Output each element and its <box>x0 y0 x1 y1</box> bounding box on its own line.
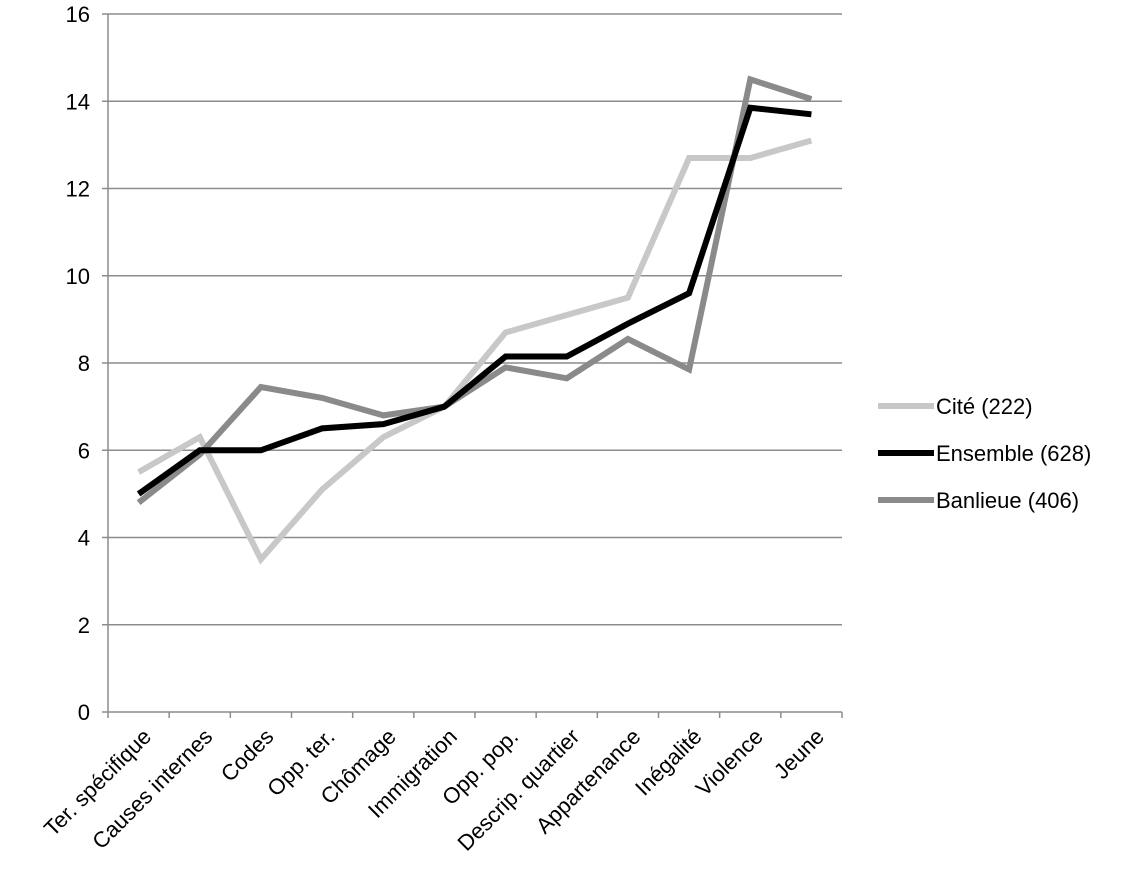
axis-layer <box>102 13 843 718</box>
x-tick-label: Violence <box>691 724 768 801</box>
y-tick-label: 16 <box>66 2 90 27</box>
y-tick-label: 6 <box>78 438 90 463</box>
legend-label: Banlieue (406) <box>936 488 1079 513</box>
y-tick-label: 8 <box>78 351 90 376</box>
y-tick-label: 4 <box>78 526 90 551</box>
series-line-1 <box>136 104 812 497</box>
y-tick-label: 2 <box>78 613 90 638</box>
legend-label: Cité (222) <box>936 394 1033 419</box>
y-tick-label: 12 <box>66 177 90 202</box>
x-tick-label: Jeune <box>769 724 829 784</box>
legend-label: Ensemble (628) <box>936 441 1091 466</box>
series-line-2 <box>136 75 813 505</box>
series-layer <box>136 75 813 565</box>
x-tick-label: Ter. spécifique <box>39 724 156 841</box>
legend: Cité (222) Ensemble (628) Banlieue (406) <box>878 394 1091 513</box>
series-line-0 <box>137 137 813 565</box>
y-tick-label: 14 <box>66 89 90 114</box>
y-tick-label: 10 <box>66 264 90 289</box>
y-tick-labels: 0 2 4 6 8 10 12 14 16 <box>66 2 90 725</box>
grid-layer <box>108 13 842 626</box>
y-tick-label: 0 <box>78 700 90 725</box>
